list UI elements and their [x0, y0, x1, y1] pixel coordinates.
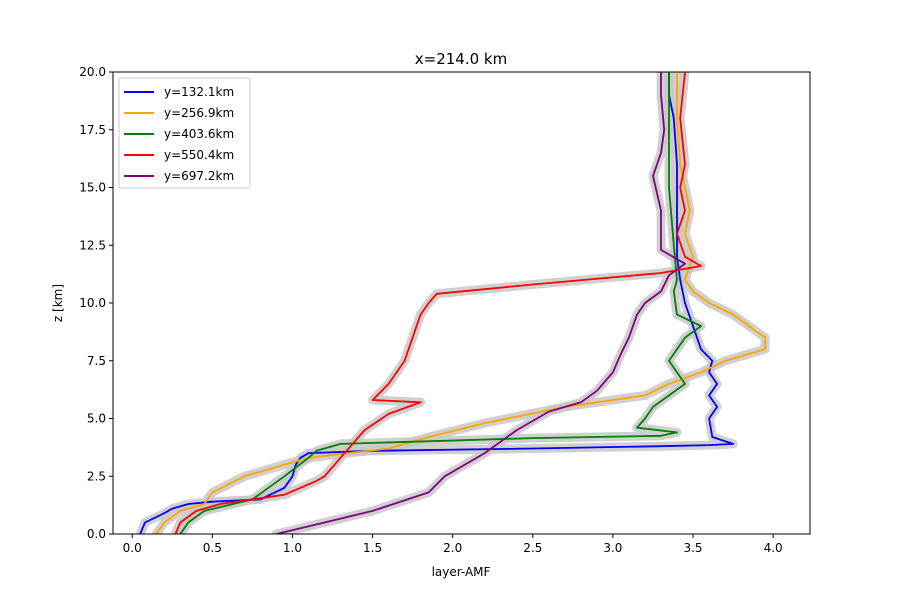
series-line	[276, 72, 686, 534]
chart-title: x=214.0 km	[415, 50, 507, 68]
series-line	[179, 72, 702, 534]
legend: y=132.1km y=256.9km y=403.6km y=550.4km y=69…	[118, 77, 251, 189]
x-tick-label: 0.5	[203, 541, 222, 555]
x-axis-ticks: 0.0 0.5 1.0 1.5 2.0 2.5 3.0 3.5 4.0	[123, 534, 783, 555]
y-tick-label: 10.0	[79, 296, 106, 310]
y-tick-label: 20.0	[79, 65, 106, 79]
legend-label: y=550.4km	[164, 148, 234, 162]
x-tick-label: 2.5	[523, 541, 542, 555]
x-axis-label: layer-AMF	[432, 565, 491, 579]
y-tick-label: 17.5	[79, 123, 106, 137]
y-tick-label: 0.0	[87, 527, 106, 541]
y-tick-label: 5.0	[87, 412, 106, 426]
series-line	[174, 72, 702, 534]
series-line	[155, 72, 766, 534]
y-axis-label: z [km]	[51, 284, 65, 322]
y-tick-label: 7.5	[87, 354, 106, 368]
y-tick-label: 15.0	[79, 181, 106, 195]
x-tick-label: 0.0	[123, 541, 142, 555]
y-tick-label: 2.5	[87, 469, 106, 483]
y-tick-label: 12.5	[79, 238, 106, 252]
legend-label: y=256.9km	[164, 106, 234, 120]
legend-label: y=697.2km	[164, 169, 234, 183]
x-tick-label: 2.0	[443, 541, 462, 555]
series-lines	[139, 72, 766, 534]
legend-label: y=403.6km	[164, 127, 234, 141]
legend-box	[118, 77, 251, 189]
legend-label: y=132.1km	[164, 85, 234, 99]
x-tick-label: 3.5	[683, 541, 702, 555]
x-tick-label: 3.0	[603, 541, 622, 555]
x-tick-label: 1.5	[363, 541, 382, 555]
x-tick-label: 1.0	[283, 541, 302, 555]
x-tick-label: 4.0	[764, 541, 783, 555]
y-axis-ticks: 0.0 2.5 5.0 7.5 10.0 12.5 15.0 17.5 20.0	[79, 65, 113, 541]
